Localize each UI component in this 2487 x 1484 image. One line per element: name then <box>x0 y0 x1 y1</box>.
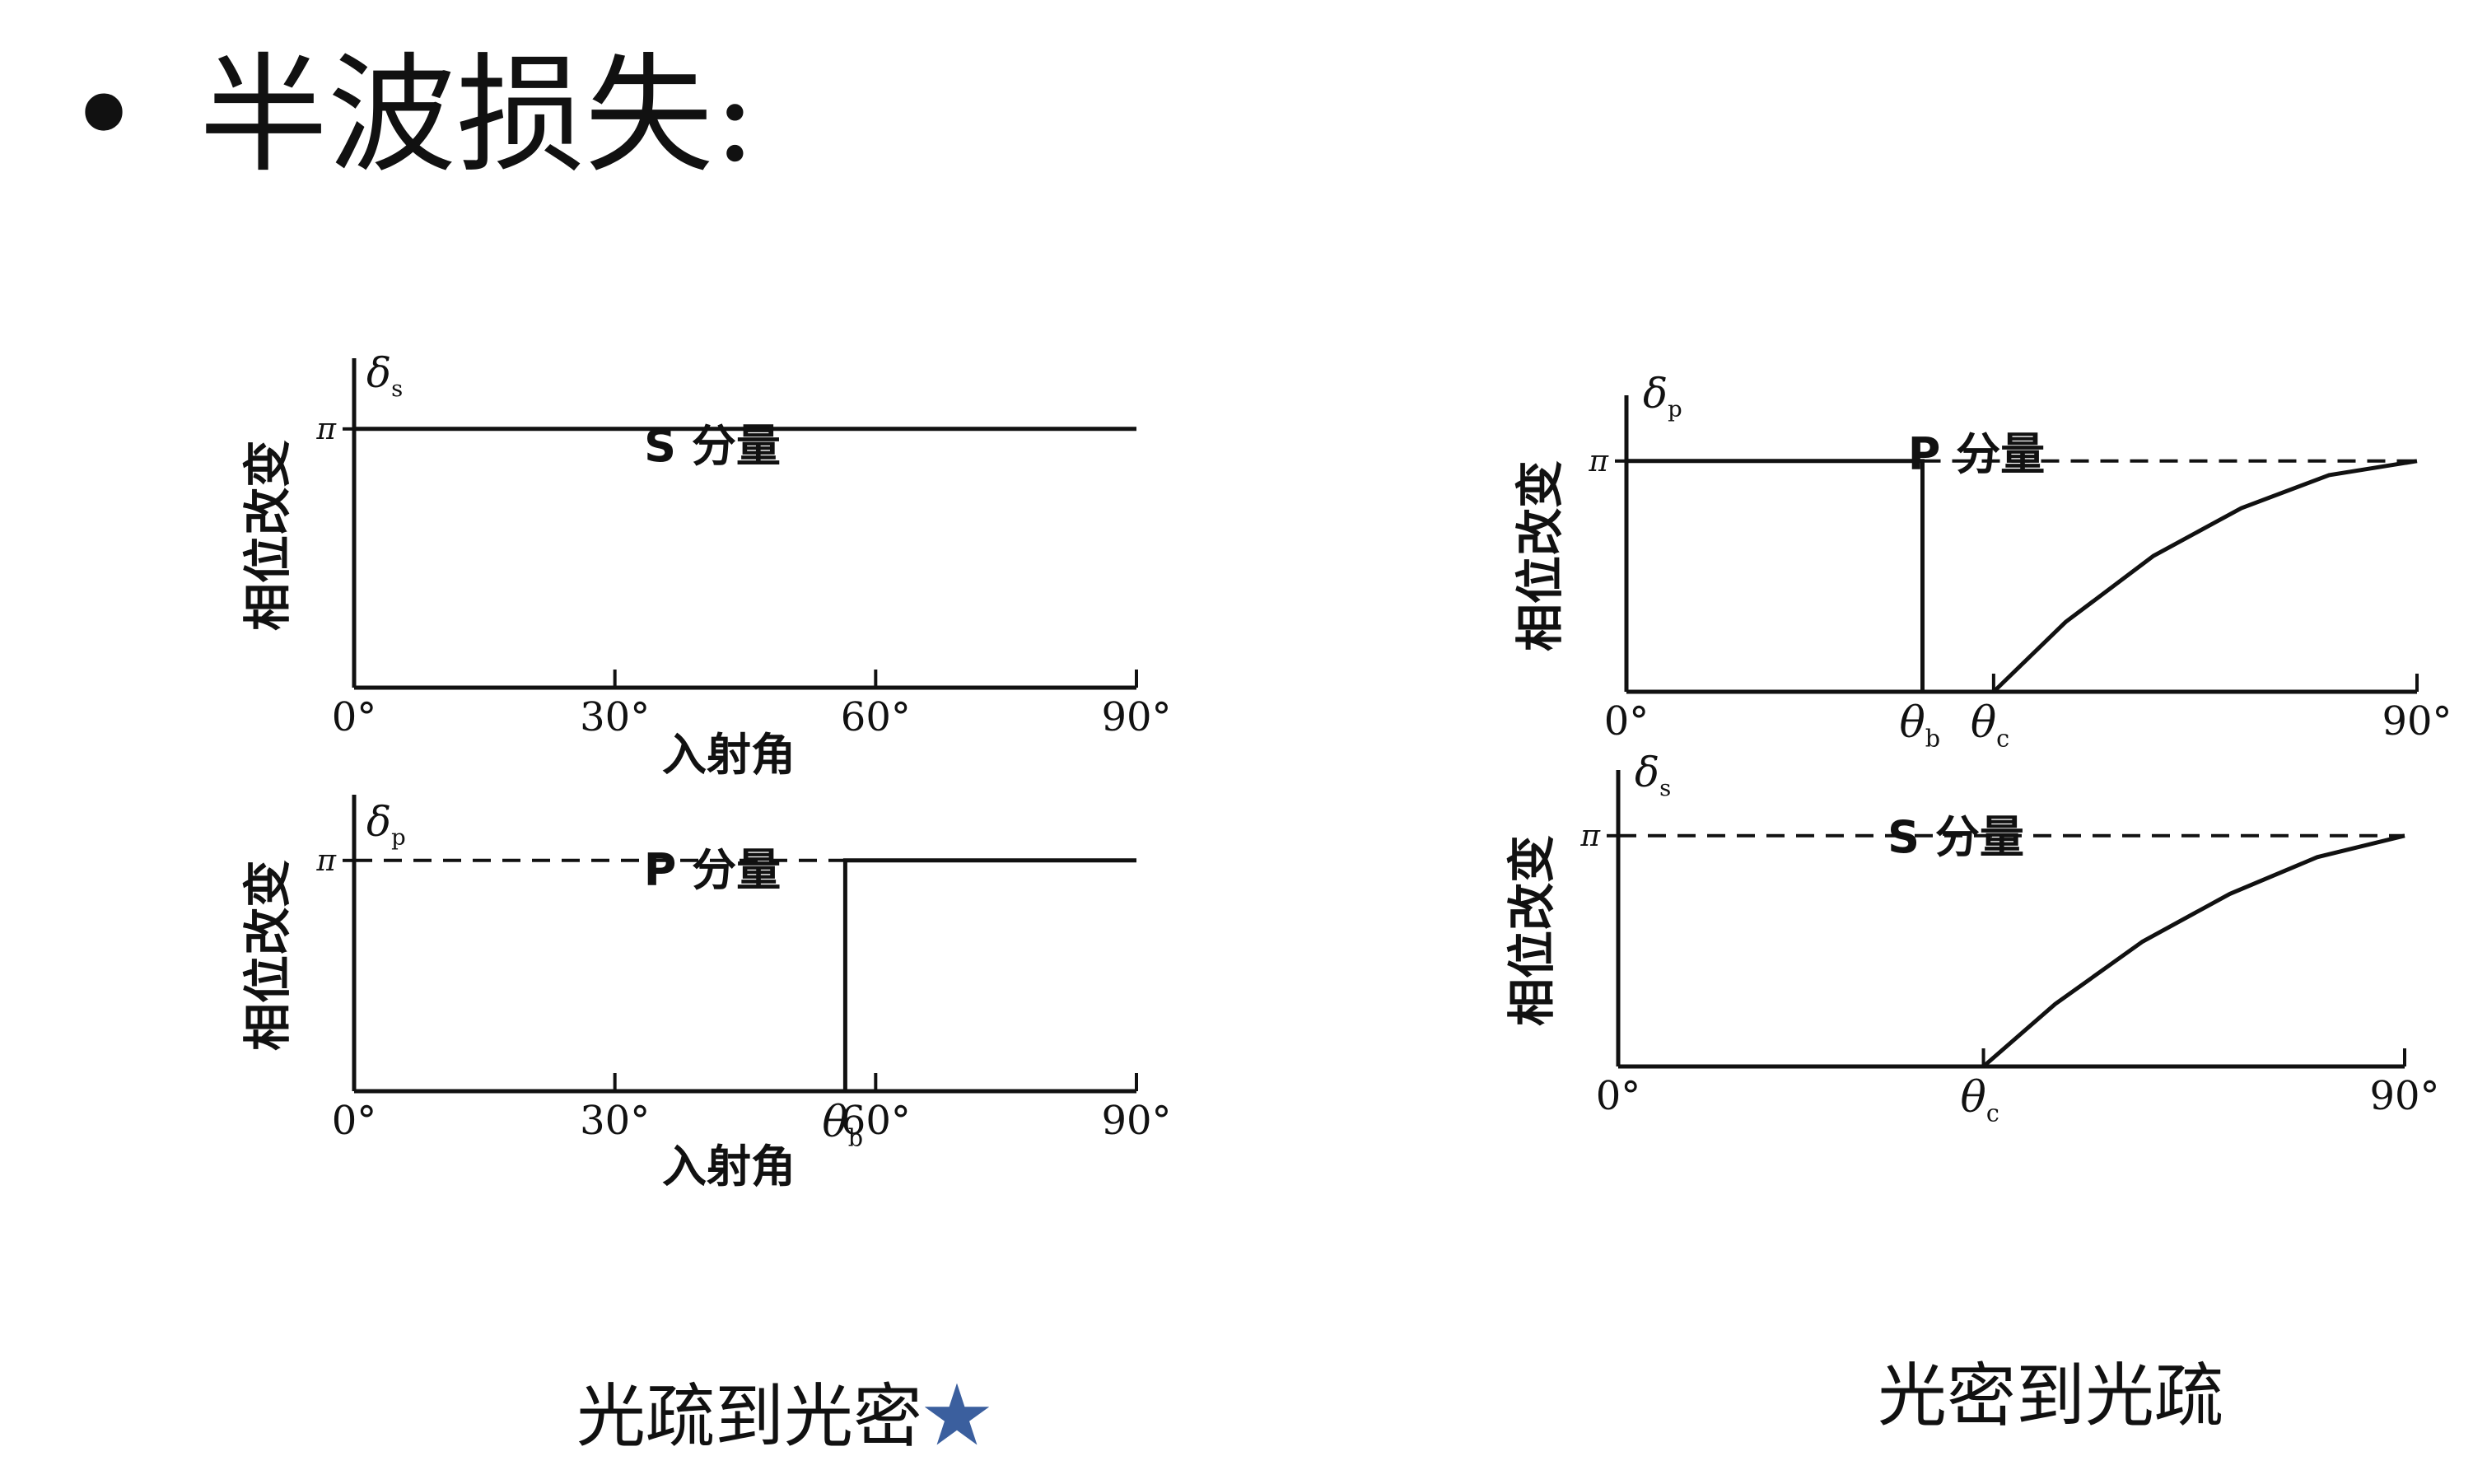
x-tick-label: 30° <box>580 1098 650 1144</box>
chart-panel-4: 0° θc 90° π S 分量 δs 相位改变 <box>1504 749 2440 1127</box>
x-tick-label: 90° <box>2369 1073 2439 1119</box>
caption-left-text: 光疏到光密 <box>576 1376 923 1457</box>
y-axis-label: 相位改变 <box>1504 835 1560 1026</box>
y-symbol: δp <box>1643 370 1682 422</box>
y-axis-label: 相位改变 <box>1512 460 1568 651</box>
y-tick-label: π <box>315 413 337 446</box>
x-tick-label: 30° <box>580 694 650 740</box>
slide-title: • 半波损失: <box>66 33 757 198</box>
y-axis-label: 相位改变 <box>240 860 296 1051</box>
x-tick-label: θc <box>1961 1073 1999 1127</box>
bullet-icon: • <box>66 40 142 190</box>
y-tick-label: π <box>1579 819 1601 853</box>
y-symbol: δs <box>1635 749 1671 801</box>
y-symbol: δp <box>366 798 406 851</box>
x-tick-label: 0° <box>332 694 377 740</box>
x-tick-label: θb <box>1899 698 1940 752</box>
star-icon: ★ <box>922 1376 992 1457</box>
x-tick-label: 0° <box>1604 698 1649 744</box>
x-tick-label: 0° <box>332 1098 377 1144</box>
caption-left: 光疏到光密★ <box>576 1375 992 1458</box>
chart-panel-3: 0° θb θc 90° π P 分量 δp 相位改变 <box>1512 370 2452 752</box>
x-tick-label: 0° <box>1596 1073 1641 1119</box>
x-axis-label: 入射角 <box>662 1141 796 1192</box>
chart-title: S 分量 <box>644 420 781 472</box>
series-line-3 <box>1992 459 2418 693</box>
x-tick-label: θc <box>1971 698 2009 752</box>
title-text: 半波损失: <box>199 40 757 190</box>
caption-right-text: 光密到光疏 <box>1878 1356 2224 1436</box>
x-tick-label: 90° <box>1101 694 1171 740</box>
x-tick-label: 60° <box>841 694 911 740</box>
y-axis-label: 相位改变 <box>240 440 296 631</box>
y-symbol: δs <box>366 349 403 402</box>
x-tick-label: θb <box>822 1098 863 1151</box>
x-tick-label: 60° <box>841 1098 911 1144</box>
x-tick-label: 90° <box>1101 1098 1171 1144</box>
chart-title: P 分量 <box>1908 428 2045 480</box>
y-tick-label: π <box>315 844 337 878</box>
series-line-3 <box>842 858 1136 1091</box>
chart-title: P 分量 <box>644 844 781 896</box>
series-line-3 <box>1981 833 2405 1068</box>
caption-right: 光密到光疏 <box>1878 1355 2223 1437</box>
x-axis-label: 入射角 <box>662 729 796 781</box>
chart-title: S 分量 <box>1887 811 2024 863</box>
y-tick-label: π <box>1588 445 1609 478</box>
x-tick-label: 90° <box>2382 698 2452 744</box>
series-line-1 <box>1626 459 1994 694</box>
